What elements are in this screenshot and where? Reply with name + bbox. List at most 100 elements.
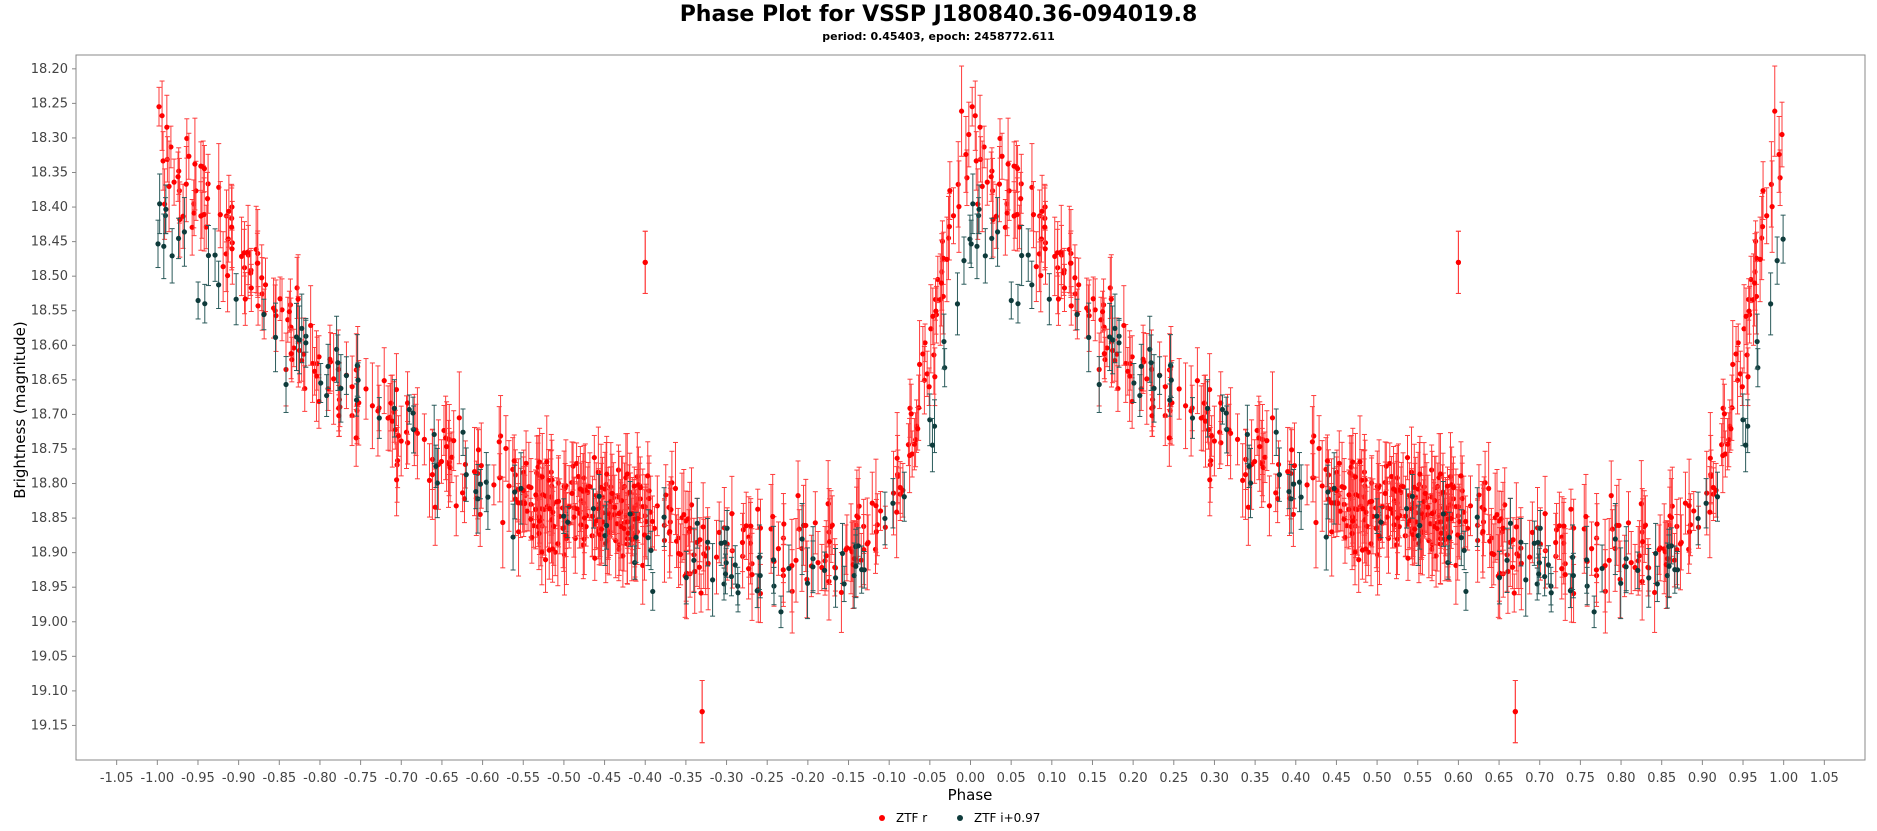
data-point (755, 506, 761, 512)
data-point (1025, 252, 1031, 258)
data-point (1313, 519, 1319, 526)
data-point (193, 188, 199, 194)
data-point (1273, 429, 1279, 435)
data-point (700, 524, 706, 530)
data-point (890, 500, 896, 506)
data-point (855, 543, 861, 549)
data-point (723, 560, 729, 566)
data-point (1356, 557, 1362, 563)
x-tick-label: 0.45 (1322, 771, 1351, 786)
data-point (1336, 460, 1342, 466)
data-point (1337, 508, 1343, 514)
data-point (1353, 492, 1359, 498)
data-point (1166, 435, 1172, 441)
data-point (1218, 440, 1224, 446)
data-point (984, 179, 990, 185)
data-point (950, 213, 957, 219)
data-point (157, 201, 163, 207)
data-point (536, 518, 543, 524)
data-point (1129, 354, 1135, 360)
data-point (539, 549, 545, 555)
data-point (1559, 566, 1565, 572)
data-point (969, 104, 975, 110)
y-tick-label: 18.75 (31, 442, 68, 457)
data-point (624, 471, 630, 477)
data-point (673, 538, 680, 544)
x-tick-label: -0.75 (344, 771, 378, 786)
data-point (1542, 511, 1548, 517)
data-point (1542, 573, 1548, 580)
data-point (581, 515, 587, 521)
data-point (327, 356, 333, 362)
x-tick-label: -0.90 (222, 771, 256, 786)
data-point (1328, 500, 1334, 506)
data-point (1745, 423, 1751, 429)
data-point (908, 411, 914, 417)
x-tick-label: -0.15 (832, 771, 866, 786)
data-point (523, 460, 529, 466)
data-point (592, 555, 598, 561)
data-point (1733, 351, 1739, 357)
data-point (394, 457, 401, 464)
data-point (966, 131, 972, 138)
data-point (728, 573, 735, 580)
data-point (1219, 406, 1226, 413)
data-point (1594, 521, 1600, 527)
data-point (255, 303, 261, 309)
data-point (894, 455, 900, 461)
data-point (672, 485, 679, 492)
data-point (1652, 589, 1658, 596)
data-point (1744, 352, 1750, 358)
data-point (1556, 523, 1562, 529)
data-point (1474, 514, 1480, 520)
y-tick-label: 18.80 (31, 477, 68, 492)
data-point (975, 201, 981, 207)
data-point (1363, 546, 1369, 552)
data-point (821, 567, 828, 573)
data-point (1387, 506, 1394, 512)
data-point (611, 512, 617, 518)
data-point (1728, 426, 1734, 432)
data-point (770, 513, 776, 520)
data-point (1459, 495, 1465, 502)
data-point (1467, 503, 1474, 509)
data-point (838, 589, 845, 596)
data-point (882, 515, 888, 522)
data-point (915, 426, 921, 432)
data-point (1004, 210, 1010, 216)
data-point (1769, 204, 1775, 210)
data-point (1121, 322, 1127, 329)
data-point (1052, 253, 1058, 259)
data-point (1350, 459, 1356, 465)
data-point (748, 523, 754, 529)
data-point (928, 326, 934, 332)
data-point (781, 521, 787, 527)
data-point (873, 503, 879, 509)
data-point (1140, 356, 1146, 362)
data-point (732, 562, 738, 568)
data-point (1394, 475, 1400, 481)
x-tick-label: -1.00 (140, 771, 174, 786)
x-tick-label: -0.70 (384, 771, 418, 786)
data-point (429, 472, 435, 478)
data-point (757, 525, 764, 531)
data-point (1018, 196, 1024, 202)
data-point (528, 516, 534, 522)
data-point (1741, 326, 1747, 332)
data-point (1441, 525, 1447, 531)
data-point (1570, 572, 1577, 579)
y-tick-label: 18.50 (31, 269, 68, 284)
data-point (1352, 474, 1359, 480)
data-point (338, 385, 344, 391)
data-point (1448, 515, 1454, 522)
data-point (1055, 296, 1062, 302)
data-point (1537, 525, 1543, 531)
data-point (989, 168, 995, 174)
data-point (942, 365, 948, 371)
data-point (958, 108, 965, 114)
data-point (539, 474, 545, 480)
data-point (1764, 213, 1770, 219)
data-point (518, 485, 524, 491)
data-point (184, 135, 190, 142)
data-point (1108, 296, 1114, 302)
